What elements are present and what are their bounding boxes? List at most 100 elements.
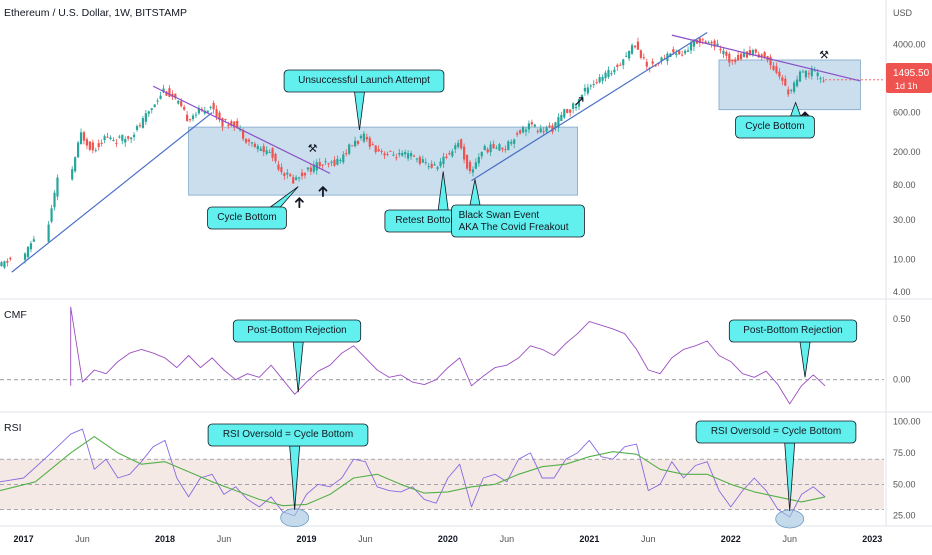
time-axis-tick: 2023 <box>862 534 882 544</box>
candle-body <box>510 142 512 144</box>
candle-body <box>490 144 492 152</box>
candle <box>213 100 215 113</box>
candle <box>616 63 618 71</box>
candle-body <box>369 138 371 147</box>
cycle-bottom-arrow-icon <box>296 198 303 207</box>
candle-body <box>684 51 686 54</box>
candle-body <box>728 54 730 63</box>
rsi-pane-title: RSI <box>4 422 22 434</box>
candle-body <box>604 73 606 79</box>
candle-body <box>734 59 736 62</box>
candle <box>634 45 636 49</box>
candle <box>89 141 91 151</box>
candle-body <box>183 107 185 110</box>
candle-body <box>522 127 524 132</box>
candle-body <box>298 177 300 178</box>
candle-body <box>151 108 153 110</box>
candle <box>183 105 185 111</box>
candle-body <box>601 77 603 81</box>
candle-body <box>622 59 624 65</box>
candle-body <box>192 116 194 119</box>
candle <box>684 49 686 55</box>
candle-body <box>98 143 100 147</box>
candle-body <box>593 84 595 85</box>
candle <box>80 128 82 144</box>
candle-body <box>257 146 259 149</box>
candle-body <box>772 66 774 70</box>
candle-body <box>136 126 138 130</box>
candle <box>681 51 683 57</box>
candle-body <box>245 139 247 143</box>
candle-body <box>236 121 238 127</box>
candle <box>130 137 132 143</box>
candle-body <box>159 96 161 99</box>
candle-body <box>213 103 215 109</box>
candle <box>53 190 55 210</box>
candle-body <box>154 105 156 108</box>
candle <box>587 84 589 96</box>
candle-body <box>342 154 344 162</box>
candle <box>6 258 8 266</box>
callout-text: Unsuccessful Launch Attempt <box>298 75 430 86</box>
last-price-label[interactable]: 1495.50 1d 1h <box>886 63 932 93</box>
candle <box>711 40 713 47</box>
candle-body <box>498 144 500 150</box>
candle <box>95 148 97 153</box>
candle-body <box>808 73 810 74</box>
candle <box>716 40 718 46</box>
price-axis-tick: 30.00 <box>893 215 916 225</box>
candle <box>628 51 630 62</box>
candle <box>77 141 79 158</box>
callout-text: Post-Bottom Rejection <box>743 325 843 336</box>
candle <box>746 51 748 58</box>
candle-body <box>475 162 477 168</box>
candle <box>708 41 710 44</box>
candle <box>566 109 568 114</box>
candle <box>563 109 565 119</box>
candle <box>604 71 606 82</box>
candle <box>610 71 612 77</box>
callout-text: Post-Bottom Rejection <box>247 325 347 336</box>
candle-body <box>292 177 294 183</box>
candle-body <box>133 135 135 137</box>
candle-body <box>363 134 365 142</box>
callout-text: RSI Oversold = Cycle Bottom <box>223 429 353 440</box>
candle-body <box>442 157 444 164</box>
candle-body <box>784 79 786 86</box>
candle-body <box>319 162 321 166</box>
candle-body <box>283 173 285 176</box>
price-axis-tick: 200.00 <box>893 147 921 157</box>
candle <box>56 174 58 200</box>
candle-body <box>463 147 465 160</box>
candle <box>118 135 120 139</box>
candle-body <box>168 88 170 97</box>
hammer-icon: ⚒ <box>308 143 318 155</box>
candle-body <box>215 109 217 117</box>
accumulation-zone-2 <box>719 60 860 110</box>
candle <box>189 119 191 123</box>
candle-body <box>528 123 530 129</box>
candle-body <box>625 56 627 57</box>
candle-body <box>83 132 85 140</box>
candle <box>71 166 73 181</box>
candle-body <box>30 243 32 249</box>
candle <box>619 62 621 65</box>
candle <box>148 110 150 117</box>
candle-body <box>177 101 179 104</box>
candle-body <box>351 145 353 146</box>
candle-body <box>27 247 29 257</box>
candle-body <box>822 81 824 82</box>
candle-body <box>492 144 494 149</box>
candle-body <box>56 178 58 197</box>
candle <box>98 140 100 151</box>
candle-body <box>513 140 515 144</box>
candle-body <box>672 49 674 52</box>
oversold-highlight <box>776 510 804 528</box>
candle <box>466 155 468 171</box>
time-axis-tick: 2019 <box>296 534 316 544</box>
candle <box>109 135 111 140</box>
candle-body <box>790 90 792 91</box>
trendline-up-1 <box>12 113 212 273</box>
candle-body <box>95 150 97 151</box>
candle <box>121 135 123 145</box>
